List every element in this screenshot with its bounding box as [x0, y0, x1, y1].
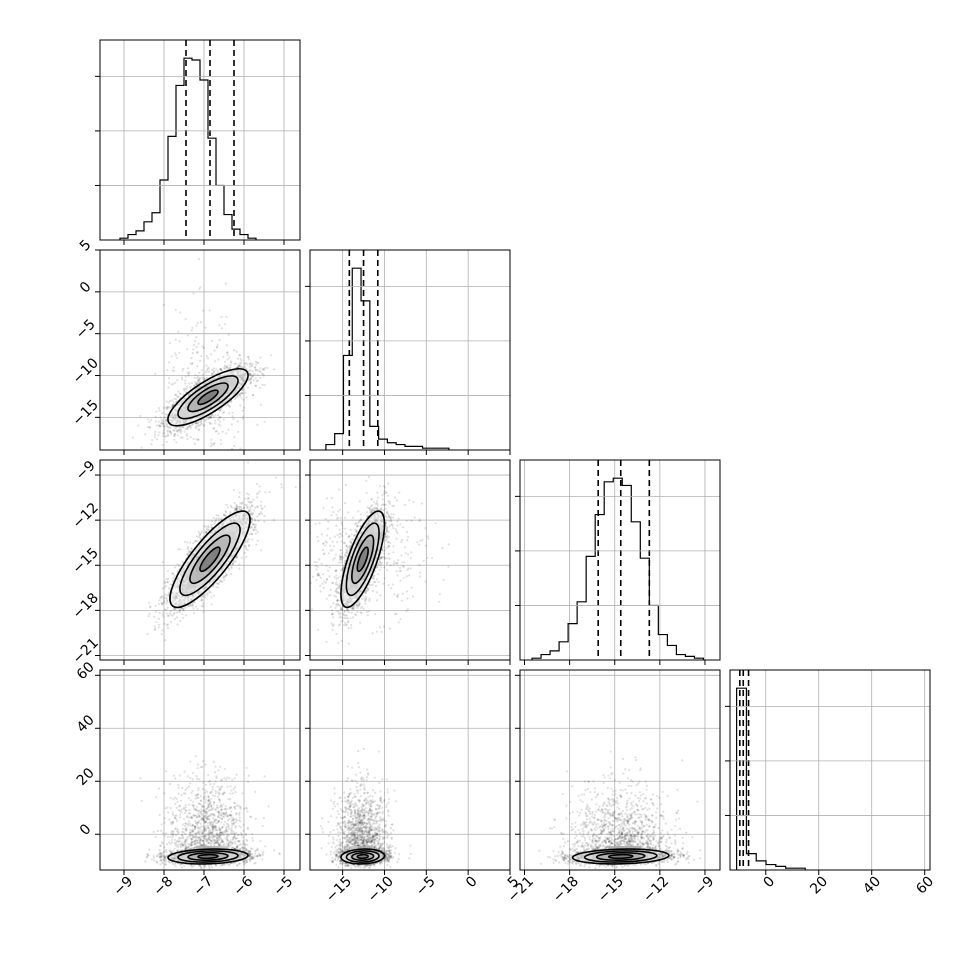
y-tick-label: −10 — [70, 355, 102, 387]
x-tick-label: 0 — [761, 873, 779, 891]
panel-content — [531, 460, 705, 660]
y-tick-label: 20 — [74, 765, 98, 789]
histogram-p1 — [325, 267, 450, 450]
panel-1-1 — [305, 249, 511, 455]
panel-2-0: −21−18−15−12−9 — [70, 458, 301, 667]
x-tick-label: −7 — [191, 873, 217, 899]
panel-3-2: −21 −18 −15 −12 −9 — [505, 669, 721, 906]
panel-2-1 — [305, 459, 511, 665]
x-tick-label: −18 — [550, 873, 582, 905]
x-tick-label: −10 — [365, 873, 397, 905]
contour-level — [197, 389, 219, 406]
contour-level — [199, 546, 221, 573]
contour-level — [356, 546, 369, 573]
panel-frame — [99, 249, 301, 451]
x-tick-label: 60 — [913, 873, 937, 897]
x-tick-label: −6 — [231, 873, 257, 899]
histogram-p0 — [119, 57, 257, 240]
panel-frame — [729, 669, 931, 871]
panel-2-2 — [515, 459, 721, 665]
y-tick-label: 0 — [77, 821, 95, 839]
panel-frame — [99, 459, 301, 661]
panel-frame — [99, 39, 301, 241]
panel-content — [538, 750, 702, 870]
panel-frame — [309, 249, 511, 451]
panel-0-0 — [95, 39, 301, 245]
histogram-p2 — [531, 477, 705, 660]
y-tick-label: −12 — [70, 500, 102, 532]
x-tick-label: 0 — [463, 873, 481, 891]
y-tick-label: 0 — [77, 279, 95, 297]
panel-content — [139, 755, 281, 870]
panel-3-3: 0 20 40 60 — [725, 669, 937, 897]
y-tick-label: −15 — [70, 545, 102, 577]
panel-1-0: −15 −10 −5 0 5 — [70, 237, 301, 455]
contour-level — [356, 853, 369, 860]
y-tick-label: −15 — [70, 397, 102, 429]
x-tick-label: −12 — [640, 873, 672, 905]
contour-level — [197, 853, 219, 860]
x-tick-label: −9 — [111, 873, 137, 899]
x-tick-label: 40 — [860, 873, 884, 897]
panel-frame — [519, 459, 721, 661]
x-tick-label: −9 — [691, 873, 717, 899]
panel-content — [146, 461, 297, 642]
histogram-p3 — [736, 687, 806, 870]
x-tick-label: −5 — [413, 873, 439, 899]
panel-content — [310, 475, 450, 645]
y-tick-label: −18 — [70, 590, 102, 622]
x-tick-label: −8 — [151, 873, 177, 899]
panel-frame — [309, 459, 511, 661]
panel-content — [131, 257, 276, 450]
y-tick-label: −5 — [73, 316, 99, 342]
x-tick-label: −5 — [271, 873, 297, 899]
y-tick-label: 5 — [77, 237, 95, 255]
x-tick-label: 20 — [807, 873, 831, 897]
panel-frame — [99, 669, 301, 871]
y-tick-label: 40 — [74, 712, 98, 736]
x-tick-label: −15 — [595, 873, 627, 905]
panel-frame — [309, 669, 511, 871]
panel-content — [736, 670, 806, 870]
contour-level — [607, 853, 634, 860]
panel-frame — [519, 669, 721, 871]
panel-content — [325, 250, 450, 450]
panel-content — [319, 747, 412, 870]
panel-content — [119, 40, 257, 240]
panel-3-1: −15 −10 −5 0 5 — [305, 669, 522, 906]
y-tick-label: −9 — [73, 458, 99, 484]
x-tick-label: −15 — [323, 873, 355, 905]
